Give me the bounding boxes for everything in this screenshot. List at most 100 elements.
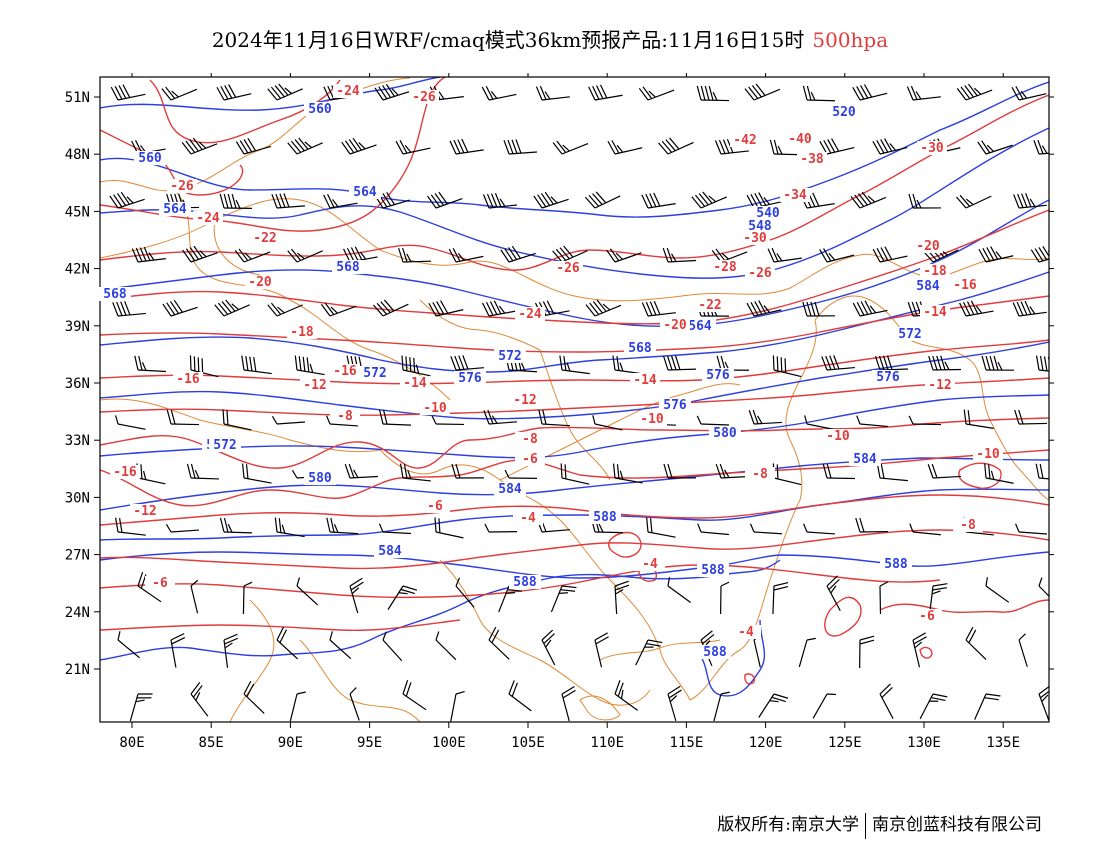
- wind-barb: [758, 693, 789, 718]
- temp-label: -8: [522, 432, 538, 447]
- wind-barb: [541, 629, 556, 666]
- wind-barb: [822, 463, 856, 480]
- height-label: 572: [498, 349, 521, 364]
- wind-barb: [448, 248, 484, 263]
- wind-barb: [483, 409, 517, 425]
- wind-barb: [872, 138, 908, 155]
- lon-label: 100E: [432, 735, 466, 751]
- height-label-bg: [912, 279, 944, 293]
- temperature-contour-labels: -24 -26-26-24-22-20-18-16-16-14 -14-12-12-…: [110, 84, 1003, 640]
- wind-barb: [109, 191, 145, 209]
- wind-barb: [713, 691, 730, 722]
- height-label-bg: [304, 102, 336, 116]
- wind-barb: [984, 463, 1014, 484]
- wind-barb: [503, 139, 537, 155]
- lon-label: 85E: [199, 735, 224, 751]
- wind-barb: [662, 247, 696, 263]
- temp-label-bg: [330, 364, 360, 378]
- height-label: 568: [103, 287, 127, 302]
- lat-label: 42N: [65, 262, 90, 278]
- wind-barb: [223, 633, 239, 668]
- wind-barb: [802, 85, 836, 102]
- height-label: 572: [363, 366, 386, 381]
- lon-label: 110E: [590, 735, 624, 751]
- temp-label-bg: [420, 401, 450, 415]
- wind-barb: [341, 137, 377, 155]
- wind-barb: [965, 626, 987, 660]
- wind-barb: [552, 245, 588, 263]
- wind-barb: [349, 687, 360, 721]
- wind-barb: [974, 693, 1001, 720]
- height-label-bg: [494, 482, 526, 496]
- wind-barb: [294, 355, 325, 376]
- temp-label: -6: [522, 452, 538, 467]
- wind-barb: [161, 86, 198, 101]
- temp-label: -14: [403, 376, 427, 391]
- wind-barb: [451, 463, 485, 479]
- wind-barb: [879, 683, 894, 720]
- wind-barb: [287, 248, 323, 263]
- wind-barb: [561, 685, 576, 722]
- temp-label-bg: [409, 90, 439, 104]
- wind-barb: [488, 626, 510, 660]
- height-label-bg: [209, 438, 241, 452]
- wind-barb: [449, 138, 484, 155]
- height-label-bg: [880, 557, 912, 571]
- wind-barb: [1012, 300, 1047, 317]
- temp-label-bg: [797, 152, 827, 166]
- wind-barb: [614, 580, 630, 614]
- temp-label: -26: [412, 90, 436, 105]
- temperature-contours: [100, 77, 1049, 685]
- wind-barb: [855, 517, 889, 533]
- wind-barb: [117, 631, 140, 659]
- height-label-bg: [359, 366, 391, 380]
- lat-label: 45N: [65, 204, 90, 220]
- height-label: 520: [832, 105, 856, 120]
- wind-barb: [182, 245, 218, 263]
- wind-barb: [663, 463, 697, 479]
- wind-barb: [276, 626, 299, 660]
- wind-barb: [329, 631, 352, 660]
- wind-barb: [267, 302, 303, 317]
- temp-label: -20: [663, 318, 687, 333]
- wind-barb: [802, 301, 836, 317]
- wind-barb: [803, 523, 835, 535]
- temp-label-bg: [950, 278, 980, 292]
- height-label: 584: [498, 482, 522, 497]
- height-label: 560: [138, 151, 162, 166]
- height-label: 588: [703, 645, 727, 660]
- wind-barb: [560, 463, 590, 485]
- temp-label-bg: [780, 188, 810, 202]
- height-label: 588: [513, 575, 537, 590]
- wind-barb: [378, 523, 411, 535]
- wind-barb: [638, 86, 675, 101]
- temp-label-bg: [635, 557, 665, 571]
- wind-barb: [859, 635, 875, 669]
- company-label: 南京创蓝科技有限公司: [872, 815, 1042, 835]
- wind-barb: [241, 463, 272, 484]
- wind-barb: [504, 469, 538, 479]
- wind-barb: [772, 355, 802, 378]
- temp-label: -20: [248, 275, 272, 290]
- wind-barb: [909, 523, 941, 536]
- wind-barb: [978, 246, 1014, 263]
- temp-label-bg: [925, 378, 955, 392]
- height-label: 584: [853, 452, 877, 467]
- temp-label: -8: [960, 518, 976, 533]
- temp-label-bg: [660, 318, 690, 332]
- wind-barb: [641, 192, 676, 209]
- wind-barb: [402, 679, 427, 711]
- wind-barb: [219, 517, 253, 534]
- height-label-bg: [752, 206, 784, 220]
- wind-barb: [349, 577, 364, 614]
- wind-barb: [162, 299, 198, 317]
- wind-barb: [242, 581, 253, 615]
- temp-label-bg: [745, 467, 775, 481]
- temp-label-bg: [912, 609, 942, 623]
- wind-barb: [189, 355, 219, 378]
- wind-barb: [646, 517, 676, 538]
- wind-barb: [798, 637, 816, 668]
- temp-label-bg: [333, 84, 363, 98]
- wind-barb: [115, 517, 146, 536]
- wind-barb: [190, 681, 209, 717]
